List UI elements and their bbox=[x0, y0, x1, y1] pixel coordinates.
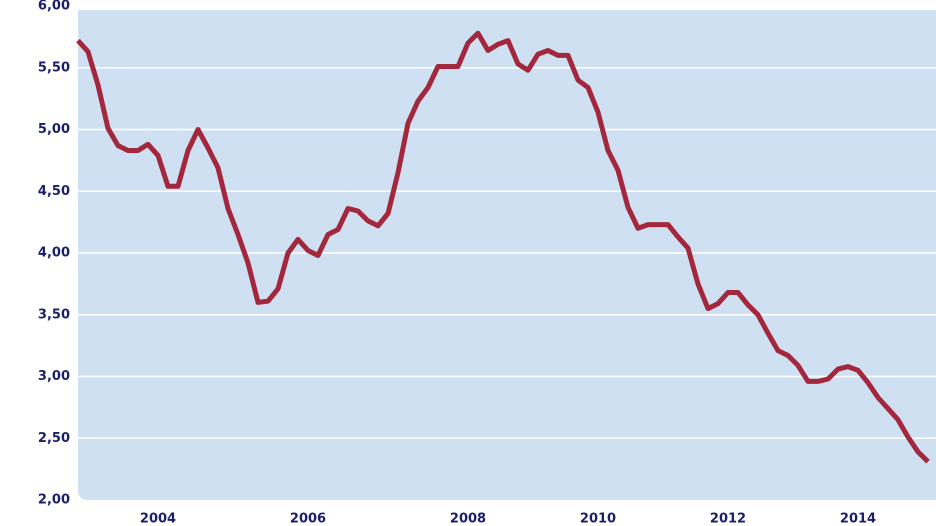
plot-area bbox=[78, 10, 936, 500]
x-tick-label: 2004 bbox=[140, 512, 176, 526]
x-tick-label: 2006 bbox=[290, 512, 326, 526]
y-tick-label: 5,00 bbox=[38, 122, 70, 137]
x-tick-label: 2008 bbox=[450, 512, 486, 526]
y-tick-label: 3,50 bbox=[38, 307, 70, 322]
x-tick-label: 2010 bbox=[580, 512, 616, 526]
y-tick-label: 2,50 bbox=[38, 431, 70, 446]
x-tick-label: 2014 bbox=[840, 512, 876, 526]
y-tick-label: 6,00 bbox=[38, 0, 70, 14]
y-tick-label: 4,50 bbox=[38, 184, 70, 199]
y-tick-label: 5,50 bbox=[38, 60, 70, 75]
y-tick-label: 3,00 bbox=[38, 369, 70, 384]
data-line bbox=[76, 30, 930, 464]
x-tick-label: 2012 bbox=[710, 512, 746, 526]
y-tick-label: 2,00 bbox=[38, 493, 70, 508]
y-tick-label: 4,00 bbox=[38, 246, 70, 261]
